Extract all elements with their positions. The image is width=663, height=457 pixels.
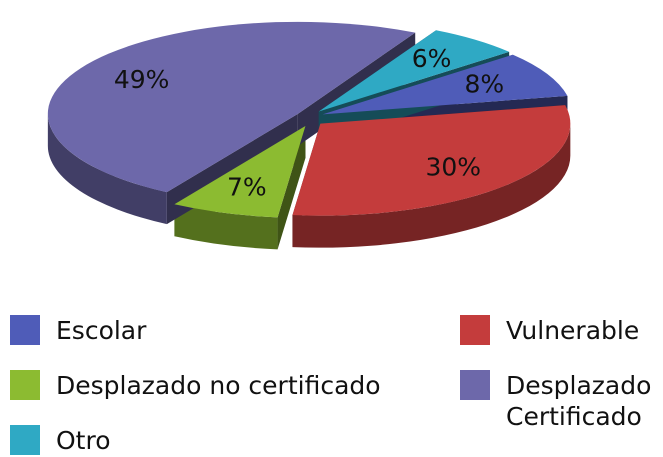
data-label: 30% (425, 152, 481, 181)
pie-slice (292, 105, 571, 216)
data-label: 6% (412, 44, 452, 73)
legend-swatch (460, 370, 490, 400)
pie-slice (322, 54, 568, 115)
slice-side (292, 123, 571, 248)
legend-swatch (10, 315, 40, 345)
legend-item: Desplazado Certificado (460, 370, 660, 432)
slice-side (174, 204, 278, 250)
legend-label: Desplazado no certificado (56, 371, 381, 400)
chart: 8% 30% 7% 49% 6% (47, 21, 571, 250)
legend-item: Desplazado no certificado (10, 370, 381, 401)
data-label: 49% (114, 65, 170, 94)
legend-label: Otro (56, 426, 111, 455)
legend-item: Otro (10, 425, 111, 456)
slice-side (47, 113, 167, 225)
pie-slice (318, 30, 510, 112)
legend-swatch (460, 315, 490, 345)
data-label: 8% (465, 69, 505, 98)
pie-slice (47, 21, 416, 193)
pie-slice (174, 125, 306, 218)
legend-swatch (10, 370, 40, 400)
data-label: 7% (227, 173, 267, 202)
legend-label: Vulnerable (506, 316, 640, 345)
legend-item: Escolar (10, 315, 146, 346)
legend-swatch (10, 425, 40, 455)
legend-label: Desplazado Certificado (506, 371, 652, 431)
legend-label: Escolar (56, 316, 147, 345)
legend-item: Vulnerable (460, 315, 660, 346)
